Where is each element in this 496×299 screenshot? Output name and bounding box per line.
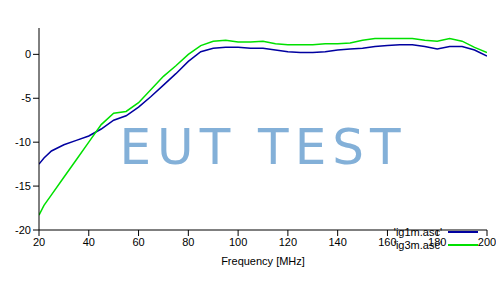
svg-text:Frequency [MHz]: Frequency [MHz] [221, 255, 305, 267]
svg-text:100: 100 [229, 236, 247, 248]
svg-text:-20: -20 [15, 224, 31, 236]
svg-text:160: 160 [378, 236, 396, 248]
svg-text:120: 120 [279, 236, 297, 248]
svg-text:40: 40 [83, 236, 95, 248]
svg-text:140: 140 [328, 236, 346, 248]
svg-text:60: 60 [132, 236, 144, 248]
svg-text:-5: -5 [21, 92, 31, 104]
svg-text:-10: -10 [15, 136, 31, 148]
svg-text:80: 80 [182, 236, 194, 248]
svg-text:180: 180 [428, 236, 446, 248]
svg-text:200: 200 [478, 236, 488, 248]
svg-text:-15: -15 [15, 180, 31, 192]
svg-text:20: 20 [33, 236, 45, 248]
svg-text:0: 0 [25, 48, 31, 60]
